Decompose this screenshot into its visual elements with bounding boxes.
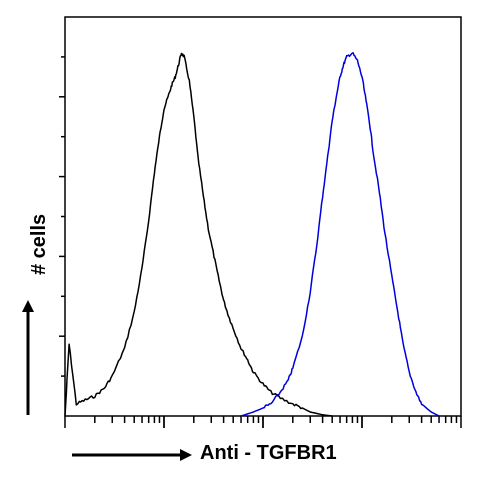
series-line-1 (64, 52, 333, 417)
x-axis-label: Anti - TGFBR1 (200, 442, 337, 464)
series-group (64, 52, 440, 417)
series-line-2 (240, 52, 440, 417)
plot-frame (64, 16, 462, 417)
y-axis-ticks (59, 56, 65, 377)
x-axis-ticks (64, 416, 462, 428)
y-axis-label: # cells (28, 213, 50, 275)
x-axis-arrow-head (180, 449, 192, 461)
y-axis-arrow-head (22, 300, 34, 312)
